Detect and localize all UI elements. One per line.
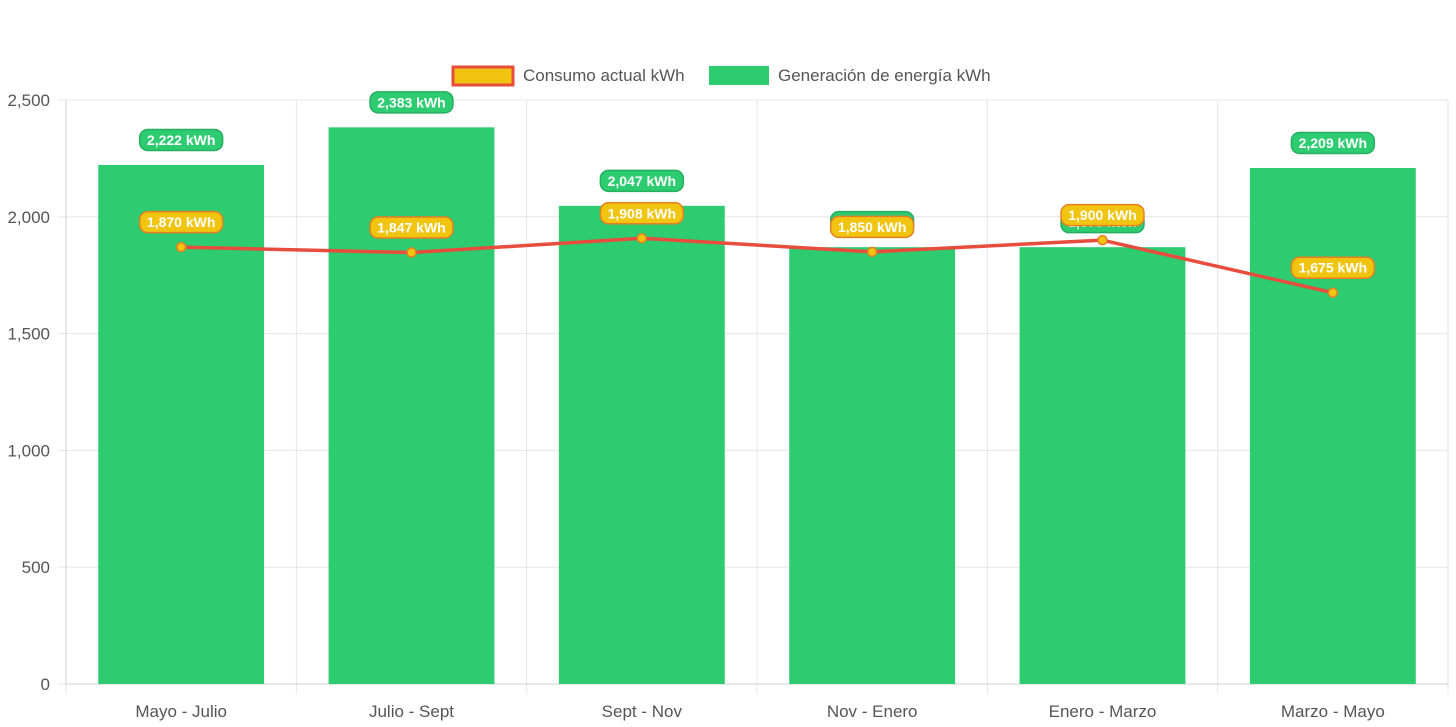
line-data-label-box (369, 216, 454, 239)
line-point[interactable] (1327, 287, 1339, 298)
line-data-label: 1,847 kWh (369, 216, 454, 239)
line-point[interactable] (175, 241, 187, 253)
bar-data-label-text: 2,047 kWh (608, 173, 676, 189)
bar[interactable] (558, 205, 725, 684)
y-tick-label: 2,500 (7, 91, 50, 110)
line-data-label-box (829, 215, 915, 239)
consumption-line (181, 236, 1334, 295)
line-data-label-text: 1,870 kWh (147, 214, 215, 230)
line-data-label-text: 1,850 kWh (838, 219, 906, 235)
line-point[interactable] (636, 233, 648, 244)
bar[interactable] (1019, 247, 1186, 684)
line-data-label-box (599, 202, 685, 225)
line-data-label: 1,870 kWh (138, 210, 224, 234)
bar[interactable] (1249, 167, 1416, 684)
legend-swatch-consumption[interactable] (451, 65, 515, 87)
bar-data-label-text: 2,209 kWh (1299, 135, 1367, 151)
bar-data-label-box (369, 91, 454, 114)
x-tick-label: Sept - Nov (602, 702, 683, 721)
line-point[interactable] (866, 246, 878, 258)
bar-data-label-box (599, 169, 685, 193)
x-tick-label: Marzo - Mayo (1281, 702, 1385, 721)
line-data-label-box (138, 210, 224, 234)
line-data-label-text: 1,675 kWh (1299, 260, 1367, 276)
line-data-label-text: 1,900 kWh (1068, 207, 1136, 223)
y-tick-label: 500 (22, 558, 50, 577)
x-tick-label: Nov - Enero (827, 702, 918, 721)
grid (58, 99, 1449, 694)
line-data-label-text: 1,908 kWh (608, 205, 676, 221)
line-data-label-box (1060, 203, 1145, 227)
x-tick-label: Enero - Marzo (1049, 702, 1157, 721)
bar[interactable] (789, 247, 956, 684)
bar-data-label-box (138, 128, 224, 152)
bar-data-label-box (1290, 131, 1376, 155)
x-tick-label: Julio - Sept (369, 702, 454, 721)
bar-data-label: 2,383 kWh (369, 91, 454, 114)
y-tick-label: 2,000 (7, 208, 50, 227)
y-tick-label: 0 (41, 675, 50, 694)
y-tick-label: 1,500 (7, 325, 50, 344)
bar-data-label-text: 2,383 kWh (377, 94, 445, 110)
line-data-label: 1,675 kWh (1290, 256, 1376, 279)
legend-swatch-generation[interactable] (709, 66, 769, 85)
line-data-label-box (1290, 256, 1376, 279)
legend-label-consumption[interactable]: Consumo actual kWh (523, 66, 685, 85)
bar[interactable] (328, 127, 495, 685)
line-data-label: 1,850 kWh (829, 215, 915, 239)
y-tick-label: 1,000 (7, 441, 50, 460)
bar-data-label: 2,209 kWh (1290, 131, 1376, 155)
line-data-label: 1,908 kWh (599, 202, 685, 225)
legend-label-generation[interactable]: Generación de energía kWh (778, 66, 991, 85)
line-data-label: 1,900 kWh (1060, 203, 1145, 227)
line-point[interactable] (406, 247, 417, 258)
bar-data-label-text: 2,222 kWh (147, 132, 215, 148)
bar-data-label: 2,047 kWh (599, 169, 685, 193)
line-point[interactable] (1097, 234, 1108, 246)
x-tick-label: Mayo - Julio (135, 702, 227, 721)
line-data-label-text: 1,847 kWh (377, 220, 445, 236)
bar-data-label: 2,222 kWh (138, 128, 224, 152)
